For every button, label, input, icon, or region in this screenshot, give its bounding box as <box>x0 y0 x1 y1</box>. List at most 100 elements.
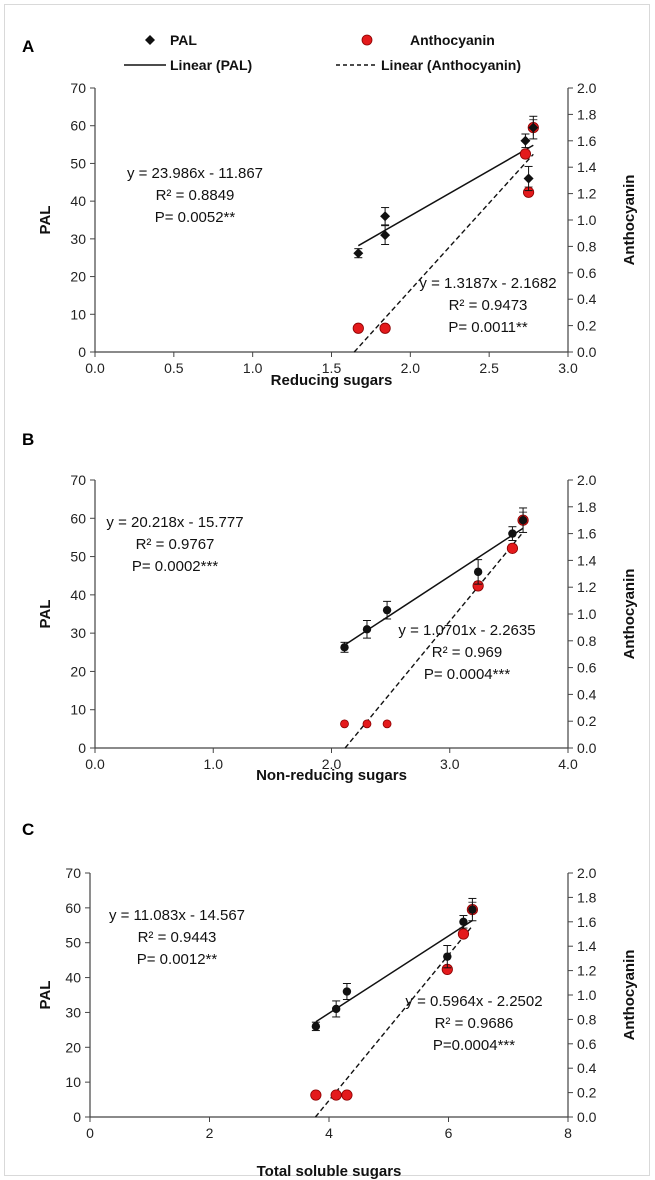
x-tick-label: 6 <box>445 1125 453 1141</box>
y2-tick-label: 0.4 <box>577 686 597 702</box>
pal-point <box>331 1004 341 1014</box>
anthocyanin-point <box>362 719 372 729</box>
x-tick-label: 4 <box>325 1125 333 1141</box>
x-axis-title: Total soluble sugars <box>257 1163 402 1180</box>
anthocyanin-trendline <box>353 153 534 353</box>
pal-point <box>518 516 528 525</box>
anthocyanin-point <box>379 322 391 334</box>
y2-tick-label: 0.2 <box>577 713 597 729</box>
legend-anthocyanin-marker <box>361 34 373 46</box>
y2-tick-label: 2.0 <box>577 472 597 488</box>
y2-tick-label: 0.0 <box>577 344 597 360</box>
y-tick-label: 40 <box>70 193 86 209</box>
pal-point <box>459 917 468 926</box>
pal-point <box>528 122 539 133</box>
anthocyanin-equation-eq: y = 0.5964x - 2.2502 <box>405 993 542 1010</box>
y2-tick-label: 1.4 <box>577 938 597 954</box>
pal-point <box>508 529 517 538</box>
y2-tick-label: 2.0 <box>577 865 597 881</box>
y-tick-label: 10 <box>65 1074 81 1090</box>
y-tick-label: 40 <box>70 587 86 603</box>
anthocyanin-equation-r2: R² = 0.969 <box>432 644 502 661</box>
y2-tick-label: 1.4 <box>577 552 597 568</box>
pal-point <box>362 625 372 634</box>
anthocyanin-equation-eq: y = 1.3187x - 2.1682 <box>419 275 556 292</box>
x-tick-label: 1.5 <box>322 360 342 376</box>
x-tick-label: 2.5 <box>479 360 499 376</box>
anthocyanin-equation-p: P= 0.0011** <box>448 319 528 336</box>
pal-equation-r2: R² = 0.9443 <box>138 929 217 946</box>
y-tick-label: 40 <box>65 970 81 986</box>
y-tick-label: 50 <box>70 549 86 565</box>
legend-linear-pal-label: Linear (PAL) <box>170 57 252 73</box>
anthocyanin-equation-p: P=0.0004*** <box>433 1037 515 1054</box>
y2-tick-label: 0.8 <box>577 238 597 254</box>
y2-tick-label: 0.6 <box>577 1036 597 1052</box>
y2-tick-label: 1.4 <box>577 159 597 175</box>
y-tick-label: 70 <box>65 865 81 881</box>
x-tick-label: 2.0 <box>401 360 421 376</box>
anthocyanin-point <box>340 719 349 729</box>
anthocyanin-equation-eq: y = 1.0701x - 2.2635 <box>398 622 535 639</box>
pal-point <box>468 905 477 914</box>
x-tick-label: 8 <box>564 1125 572 1141</box>
x-tick-label: 1.0 <box>204 756 224 772</box>
panel-c: C 0 2 4 6 8 0 10 20 30 40 50 60 70 0.0 0.2 0.4 0.6 0.8 1.0 1… <box>22 820 638 1180</box>
x-tick-label: 4.0 <box>558 756 578 772</box>
panel-label: C <box>22 820 34 839</box>
y-tick-label: 10 <box>70 702 86 718</box>
pal-point <box>523 173 534 184</box>
pal-trendline <box>315 919 473 1023</box>
y-tick-label: 70 <box>70 472 86 488</box>
y-tick-label: 20 <box>70 269 86 285</box>
pal-equation-eq: y = 11.083x - 14.567 <box>109 907 245 924</box>
legend: PAL Anthocyanin Linear (PAL) Linear (Ant… <box>124 32 521 73</box>
pal-point <box>380 211 391 222</box>
x-tick-label: 3.0 <box>558 360 578 376</box>
pal-equation-r2: R² = 0.8849 <box>156 187 235 204</box>
y2-tick-label: 1.6 <box>577 914 597 930</box>
anthocyanin-equation-p: P= 0.0004*** <box>424 666 510 683</box>
y2-tick-label: 0.6 <box>577 660 597 676</box>
y-tick-label: 60 <box>70 118 86 134</box>
pal-point <box>473 567 483 577</box>
x-tick-label: 1.0 <box>243 360 263 376</box>
anthocyanin-point <box>352 322 364 334</box>
y2-tick-label: 0.8 <box>577 1011 597 1027</box>
y2-tick-label: 1.0 <box>577 606 597 622</box>
y2-tick-label: 1.8 <box>577 499 597 515</box>
y2-tick-label: 0.8 <box>577 633 597 649</box>
pal-point <box>353 248 364 259</box>
y-axis-title: PAL <box>37 600 54 629</box>
panel-a: A 0.0 0.5 1.0 1.5 2.0 2.5 3.0 0 10 20 30 40 50 60 70 0.0… <box>22 37 638 389</box>
y2-axis-title: Anthocyanin <box>621 569 638 660</box>
y2-axis-title: Anthocyanin <box>621 950 638 1041</box>
pal-equation-p: P= 0.0002*** <box>132 558 218 575</box>
pal-equation-p: P= 0.0012** <box>137 951 218 968</box>
y2-tick-label: 0.0 <box>577 1109 597 1125</box>
y-axis-title: PAL <box>37 981 54 1010</box>
y2-tick-label: 1.6 <box>577 133 597 149</box>
anthocyanin-point <box>310 1089 322 1101</box>
y-tick-label: 0 <box>73 1109 81 1125</box>
pal-point <box>311 1022 321 1031</box>
x-tick-label: 0.0 <box>85 360 105 376</box>
y2-tick-label: 0.4 <box>577 291 597 307</box>
anthocyanin-point <box>382 719 392 729</box>
y-tick-label: 50 <box>65 935 81 951</box>
x-axis-title: Non-reducing sugars <box>256 767 407 784</box>
y2-tick-label: 0.0 <box>577 740 597 756</box>
y2-tick-label: 0.4 <box>577 1060 597 1076</box>
y-tick-label: 20 <box>70 663 86 679</box>
y2-tick-label: 0.2 <box>577 318 597 334</box>
anthocyanin-trendline <box>314 925 473 1118</box>
anthocyanin-equation-r2: R² = 0.9473 <box>449 297 528 314</box>
y2-tick-label: 1.0 <box>577 987 597 1003</box>
pal-point <box>382 605 392 615</box>
anthocyanin-equation-r2: R² = 0.9686 <box>435 1015 514 1032</box>
y2-tick-label: 1.2 <box>577 186 597 202</box>
anthocyanin-trendline <box>344 531 524 749</box>
legend-pal-label: PAL <box>170 32 197 48</box>
y-tick-label: 50 <box>70 155 86 171</box>
